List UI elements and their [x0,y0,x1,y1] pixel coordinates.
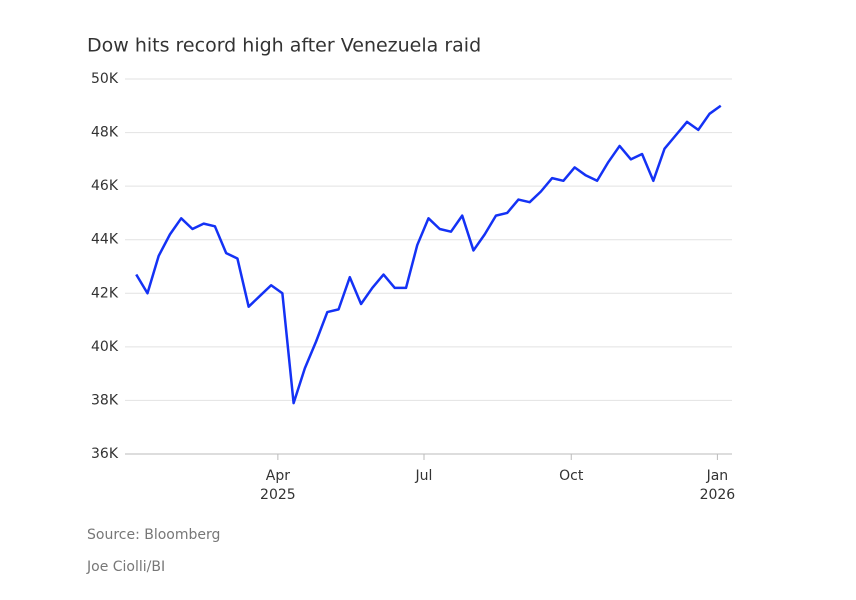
y-tick-label: 42K [91,285,119,301]
credit: Joe Ciolli/BI [86,559,165,575]
y-tick-label: 40K [91,339,119,355]
y-tick-label: 44K [91,232,119,248]
x-tick-year: 2026 [700,487,736,503]
x-tick-label: Jul [415,468,433,484]
x-tick-label: Jan [706,468,729,484]
chart-title: Dow hits record high after Venezuela rai… [87,35,481,57]
source: Source: Bloomberg [87,527,220,543]
line [135,104,722,405]
x-tick-label: Oct [559,468,584,484]
y-tick-label: 36K [91,446,119,462]
y-tick-label: 46K [91,178,119,194]
y-tick-label: 48K [91,125,119,141]
y-tick-label: 50K [91,71,119,87]
x-tick-label: Apr [266,468,290,484]
y-tick-label: 38K [91,392,119,408]
x-tick-year: 2025 [260,487,296,503]
